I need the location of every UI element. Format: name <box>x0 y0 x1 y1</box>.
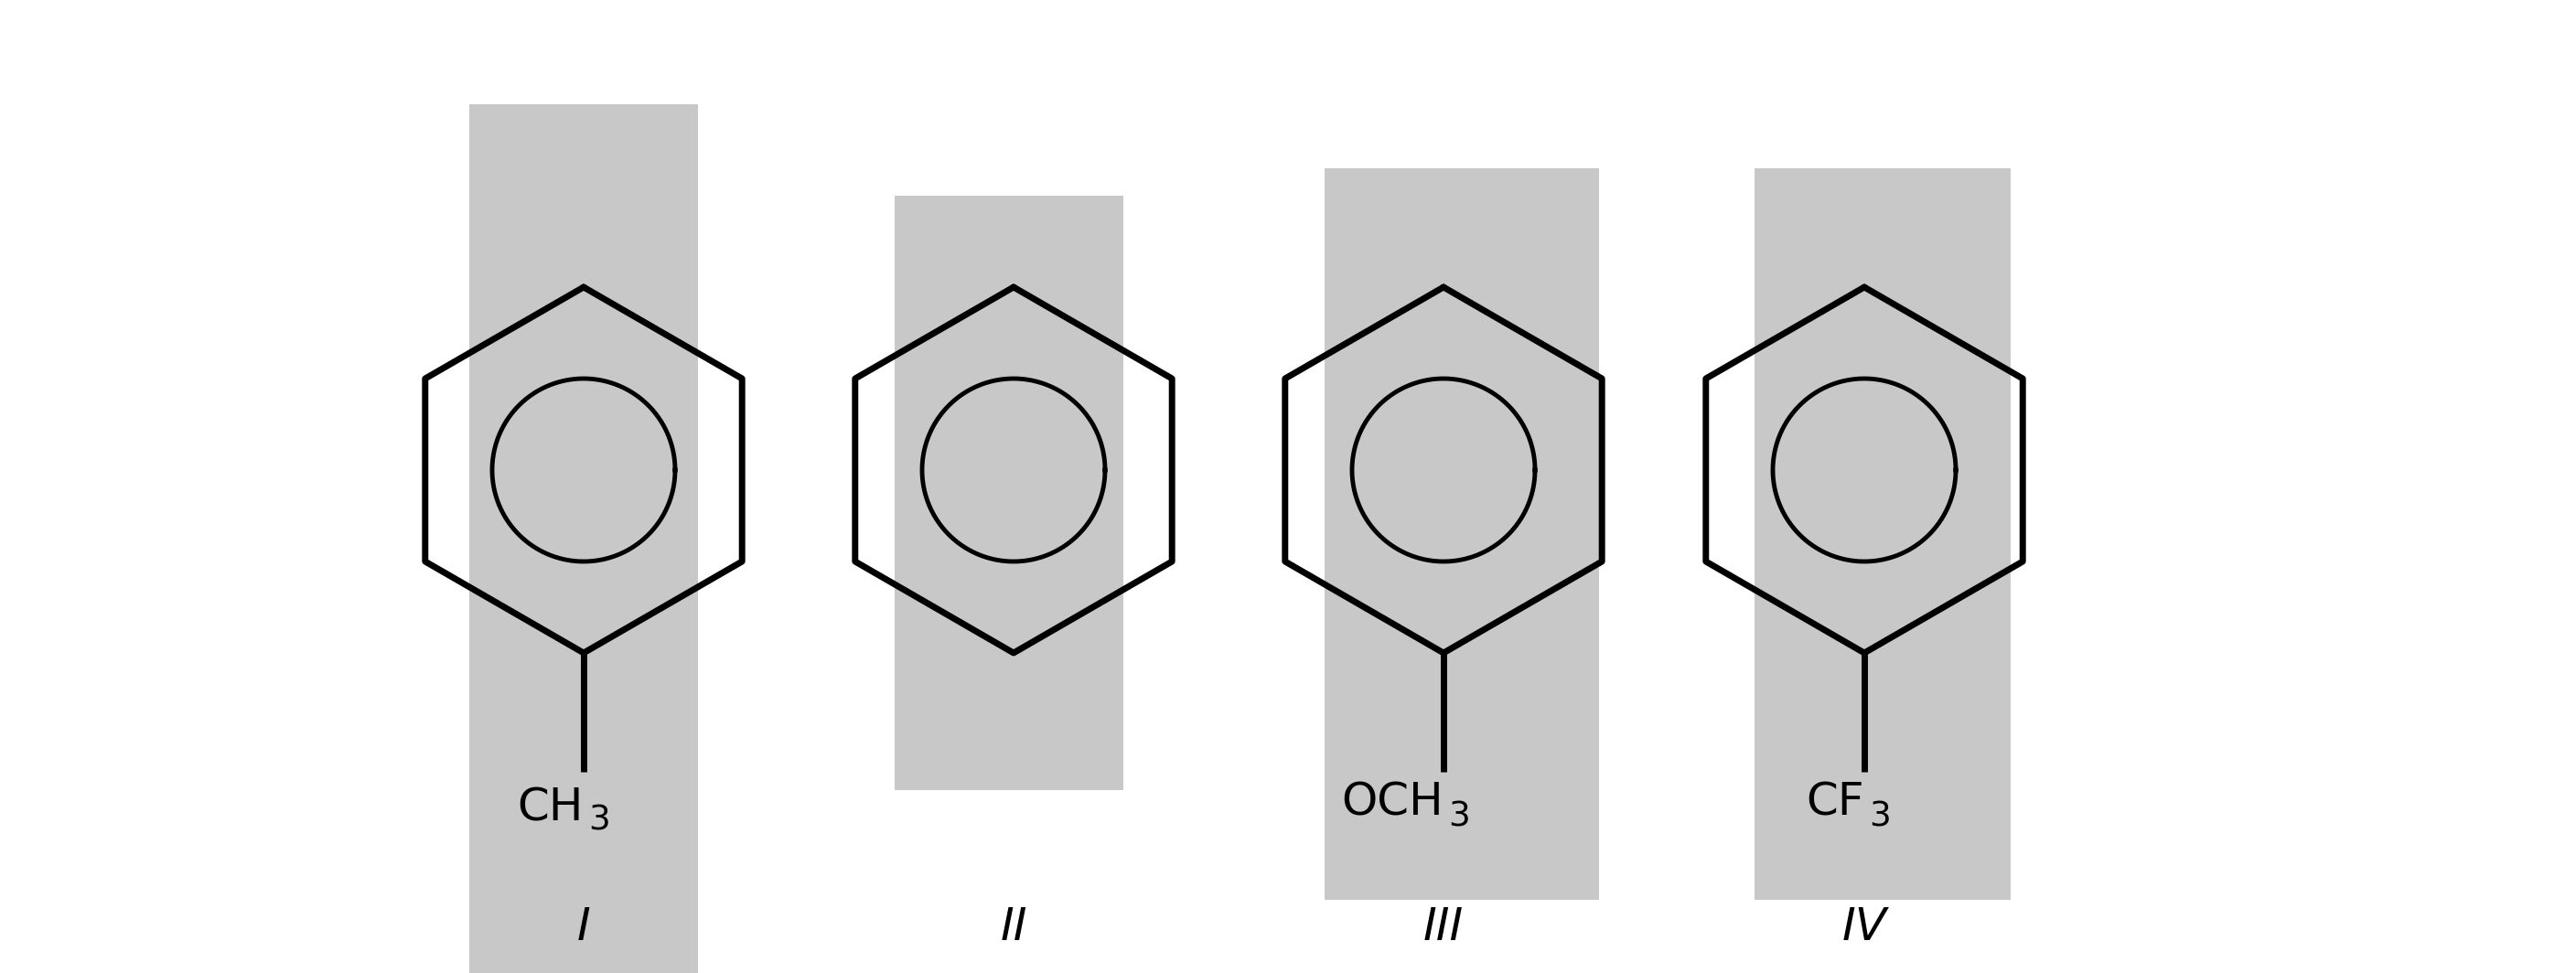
Text: I: I <box>577 905 590 950</box>
Text: 3: 3 <box>1448 801 1471 834</box>
Text: III: III <box>1425 905 1463 950</box>
Text: 3: 3 <box>1868 801 1891 834</box>
Text: CH: CH <box>518 785 585 829</box>
Bar <box>894 196 1123 790</box>
Text: 3: 3 <box>587 804 611 837</box>
Bar <box>1754 168 2012 900</box>
Text: CF: CF <box>1806 781 1865 825</box>
Text: OCH: OCH <box>1342 781 1443 825</box>
Bar <box>1324 168 1600 900</box>
Text: IV: IV <box>1842 905 1886 950</box>
Text: II: II <box>999 905 1028 950</box>
Bar <box>469 104 698 973</box>
